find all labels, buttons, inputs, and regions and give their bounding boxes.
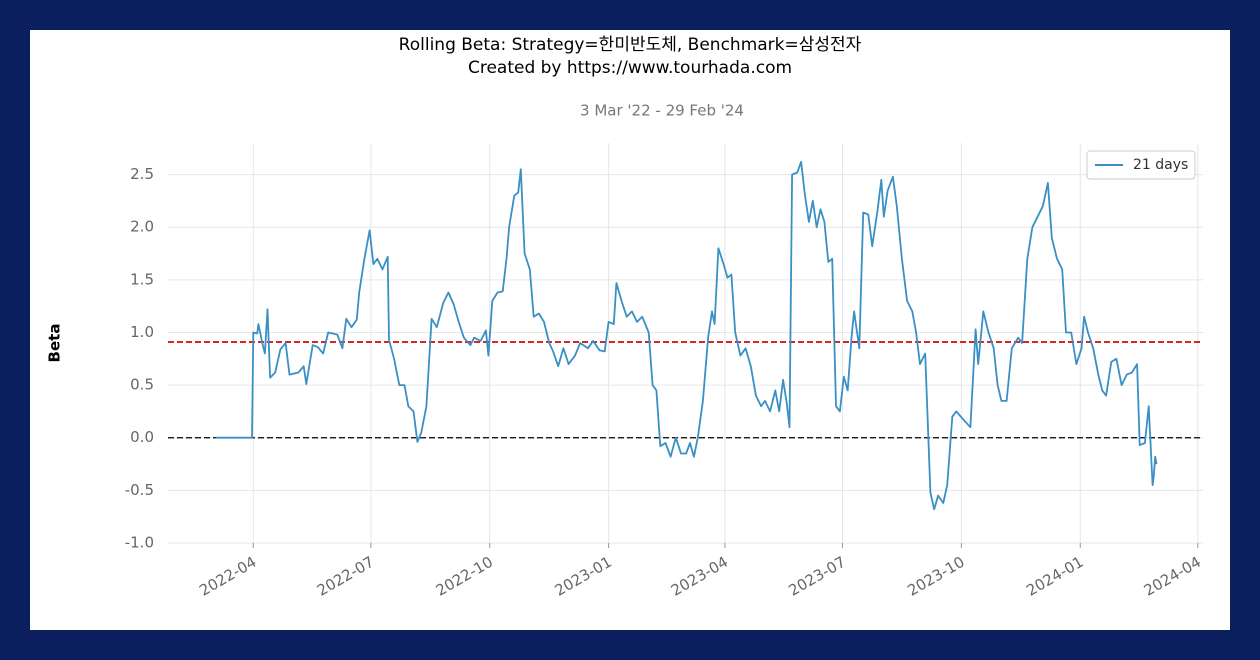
- y-tick-label: 1.5: [130, 270, 154, 288]
- y-tick-label: 0.0: [130, 428, 154, 446]
- chart-title: Rolling Beta: Strategy=한미반도체, Benchmark=…: [399, 35, 862, 55]
- y-tick-label: 2.0: [130, 218, 154, 236]
- y-tick-label: -0.5: [125, 481, 154, 499]
- legend-label: 21 days: [1133, 157, 1188, 173]
- chart-subtitle: 3 Mar '22 - 29 Feb '24: [580, 102, 744, 120]
- y-tick-label: 2.5: [130, 165, 154, 183]
- chart-caption: Created by https://www.tourhada.com: [468, 58, 792, 78]
- y-axis-label: Beta: [46, 324, 64, 363]
- legend-box: [1086, 150, 1196, 180]
- chart-background: [30, 30, 1230, 630]
- plot: [168, 161, 1203, 511]
- y-tick-label: 1.0: [130, 323, 154, 341]
- y-tick-label: -1.0: [125, 534, 154, 552]
- data-line: [215, 161, 1158, 511]
- y-tick-label: 0.5: [130, 376, 154, 394]
